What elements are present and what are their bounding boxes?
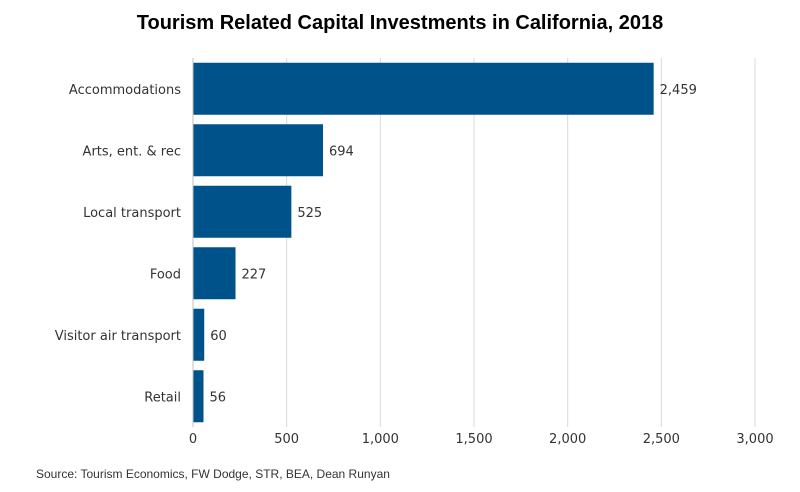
value-label: 694: [329, 144, 354, 159]
source-note: Source: Tourism Economics, FW Dodge, STR…: [36, 467, 390, 481]
x-tick-label: 1,000: [362, 432, 399, 447]
chart-title: Tourism Related Capital Investments in C…: [136, 12, 664, 34]
category-label: Food: [150, 267, 181, 282]
value-label: 2,459: [660, 83, 697, 98]
x-tick-label: 2,000: [549, 432, 586, 447]
bar: [193, 62, 654, 115]
x-tick-label: 0: [189, 432, 197, 447]
x-tick-label: 3,000: [736, 432, 773, 447]
bar: [193, 370, 204, 423]
bar: [193, 247, 236, 300]
x-tick-label: 1,500: [455, 432, 492, 447]
value-label: 60: [210, 329, 227, 344]
value-label: 56: [209, 390, 226, 405]
category-label: Visitor air transport: [55, 329, 181, 344]
x-tick-label: 2,500: [643, 432, 680, 447]
category-label: Retail: [144, 390, 181, 405]
value-label: 227: [242, 267, 267, 282]
bar: [193, 124, 324, 177]
category-label: Local transport: [83, 206, 181, 221]
category-label: Arts, ent. & rec: [83, 144, 181, 159]
bar: [193, 308, 205, 361]
value-label: 525: [297, 206, 322, 221]
x-tick-label: 500: [274, 432, 299, 447]
bar: [193, 185, 292, 238]
category-label: Accommodations: [69, 83, 181, 98]
